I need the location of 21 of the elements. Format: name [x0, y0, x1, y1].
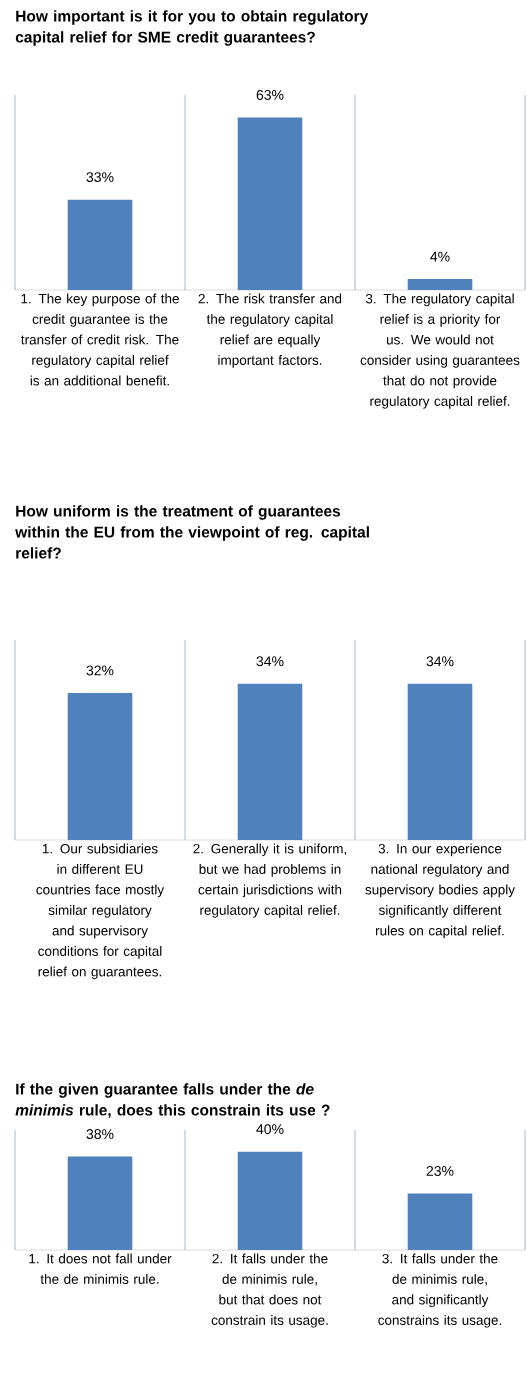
data-label: 40%: [256, 1124, 284, 1135]
chart-title: If the given guarantee falls under the de minimis rule, does this constrain its use ?: [15, 1083, 330, 1118]
data-label: 23%: [426, 1165, 454, 1176]
x-tick-label: 2. The risk transfer and the regulatory capital relief are equally important factors.: [198, 293, 342, 368]
data-label: 34%: [426, 656, 454, 667]
x-tick-label: 2. Generally it is uniform, but we had problems in certain jurisdictions with regulatory capital relief.: [193, 843, 347, 918]
x-tick-label: 3. In our experience national regulatory and supervisory bodies apply significantly different rules on capital relief.: [365, 843, 515, 939]
x-tick-label: 1. It does not fall under the de minimis rule.: [29, 1253, 172, 1284]
x-tick-label: 1. Our subsidiaries in different EU countries face mostly similar regulatory and supervisory conditions for capital relief on guarantees.: [36, 843, 165, 980]
data-label: 33%: [86, 172, 114, 183]
x-tick-label: 3. It falls under the de minimis rule, and significantly constrains its usage.: [378, 1253, 502, 1328]
chart-title: How important is it for you to obtain regulatory capital relief for SME credit guarantees?: [15, 10, 369, 46]
chart-title: How uniform is the treatment of guarantees within the EU from the viewpoint of reg. capital relief?: [15, 505, 369, 559]
data-label: 63%: [256, 90, 284, 100]
x-tick-label: 1. The key purpose of the credit guarantee is the transfer of credit risk. The regulatory capital relief is an additional benefit.: [21, 293, 179, 386]
data-label: 34%: [256, 656, 284, 667]
x-tick-label: 2. It falls under the de minimis rule, but that does not constrain its usage.: [211, 1253, 328, 1328]
data-label: 4%: [430, 251, 450, 262]
x-tick-label: 3. The regulatory capital relief is a priority for us. We would not consider using guarantees that do not provide regulatory capital relief.: [360, 293, 520, 409]
data-label: 38%: [86, 1129, 114, 1140]
data-label: 32%: [86, 665, 114, 676]
